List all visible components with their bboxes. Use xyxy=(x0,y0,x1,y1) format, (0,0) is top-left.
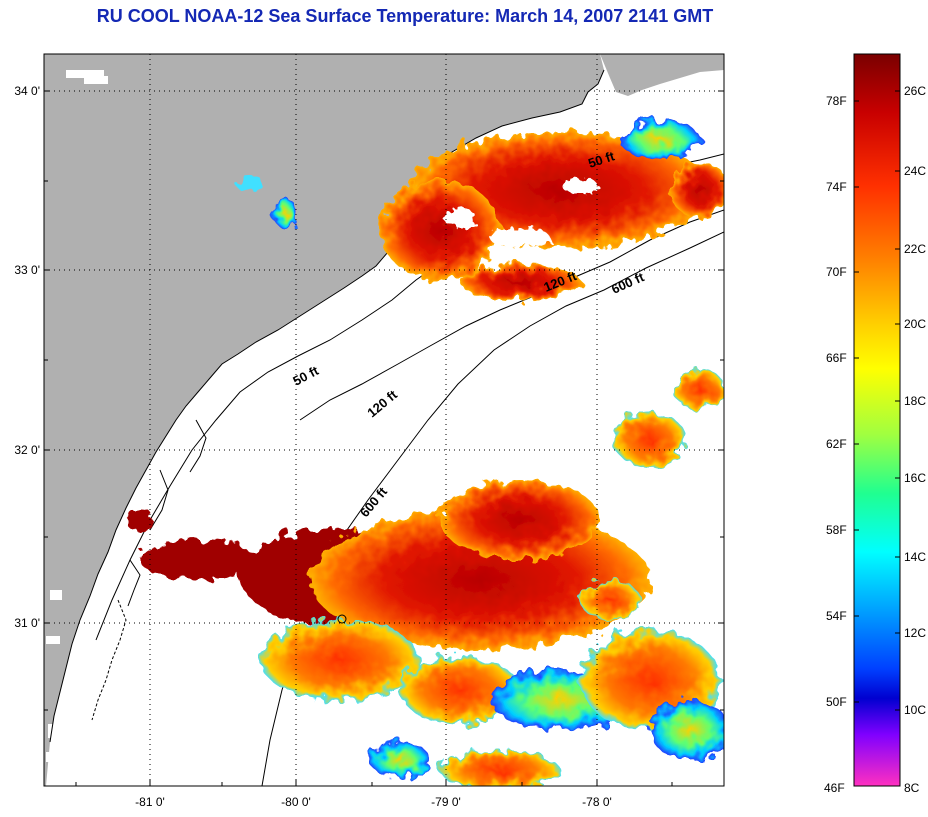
cb-f-50: 50F xyxy=(826,695,847,709)
cb-f-58: 58F xyxy=(826,523,847,537)
cb-c-14: 14C xyxy=(904,550,927,564)
lat-label-32: 32 0' xyxy=(14,443,40,457)
cb-c-26: 26C xyxy=(904,84,927,98)
lat-label-33: 33 0' xyxy=(14,263,40,277)
cb-c-16: 16C xyxy=(904,471,927,485)
lon-label-81: -81 0' xyxy=(135,795,165,809)
cb-f-70: 70F xyxy=(826,265,847,279)
cb-c-18: 18C xyxy=(904,394,927,408)
frame-ticks xyxy=(44,90,724,786)
land-mass xyxy=(44,54,604,786)
land-northeast xyxy=(600,54,724,96)
graticule xyxy=(44,54,724,786)
sst-patches-south xyxy=(126,480,724,786)
cb-c-24: 24C xyxy=(904,164,927,178)
cb-f-62: 62F xyxy=(826,437,847,451)
cb-f-78: 78F xyxy=(826,94,847,108)
cb-f-54: 54F xyxy=(826,609,847,623)
map-frame xyxy=(43,53,725,787)
lon-label-79: -79 0' xyxy=(431,795,461,809)
cb-c-20: 20C xyxy=(904,317,927,331)
lon-label-80: -80 0' xyxy=(281,795,311,809)
cb-f-46: 46F xyxy=(824,781,845,795)
cb-f-74: 74F xyxy=(826,180,847,194)
sst-patches-north xyxy=(236,120,724,468)
lon-label-78: -78 0' xyxy=(582,795,612,809)
colorbar-ticks xyxy=(854,90,900,711)
station-marker-icon xyxy=(337,614,347,624)
cb-c-22: 22C xyxy=(904,242,927,256)
cb-c-10: 10C xyxy=(904,703,927,717)
cb-c-8: 8C xyxy=(904,781,920,795)
temperature-colorbar xyxy=(853,53,901,787)
map-title: RU COOL NOAA-12 Sea Surface Temperature:… xyxy=(96,6,714,26)
cloud-holes xyxy=(444,178,598,248)
lat-label-31: 31 0' xyxy=(14,616,40,630)
cb-f-66: 66F xyxy=(826,351,847,365)
cb-c-12: 12C xyxy=(904,626,927,640)
cloud-specks-land xyxy=(46,70,108,762)
lat-label-34: 34 0' xyxy=(14,84,40,98)
